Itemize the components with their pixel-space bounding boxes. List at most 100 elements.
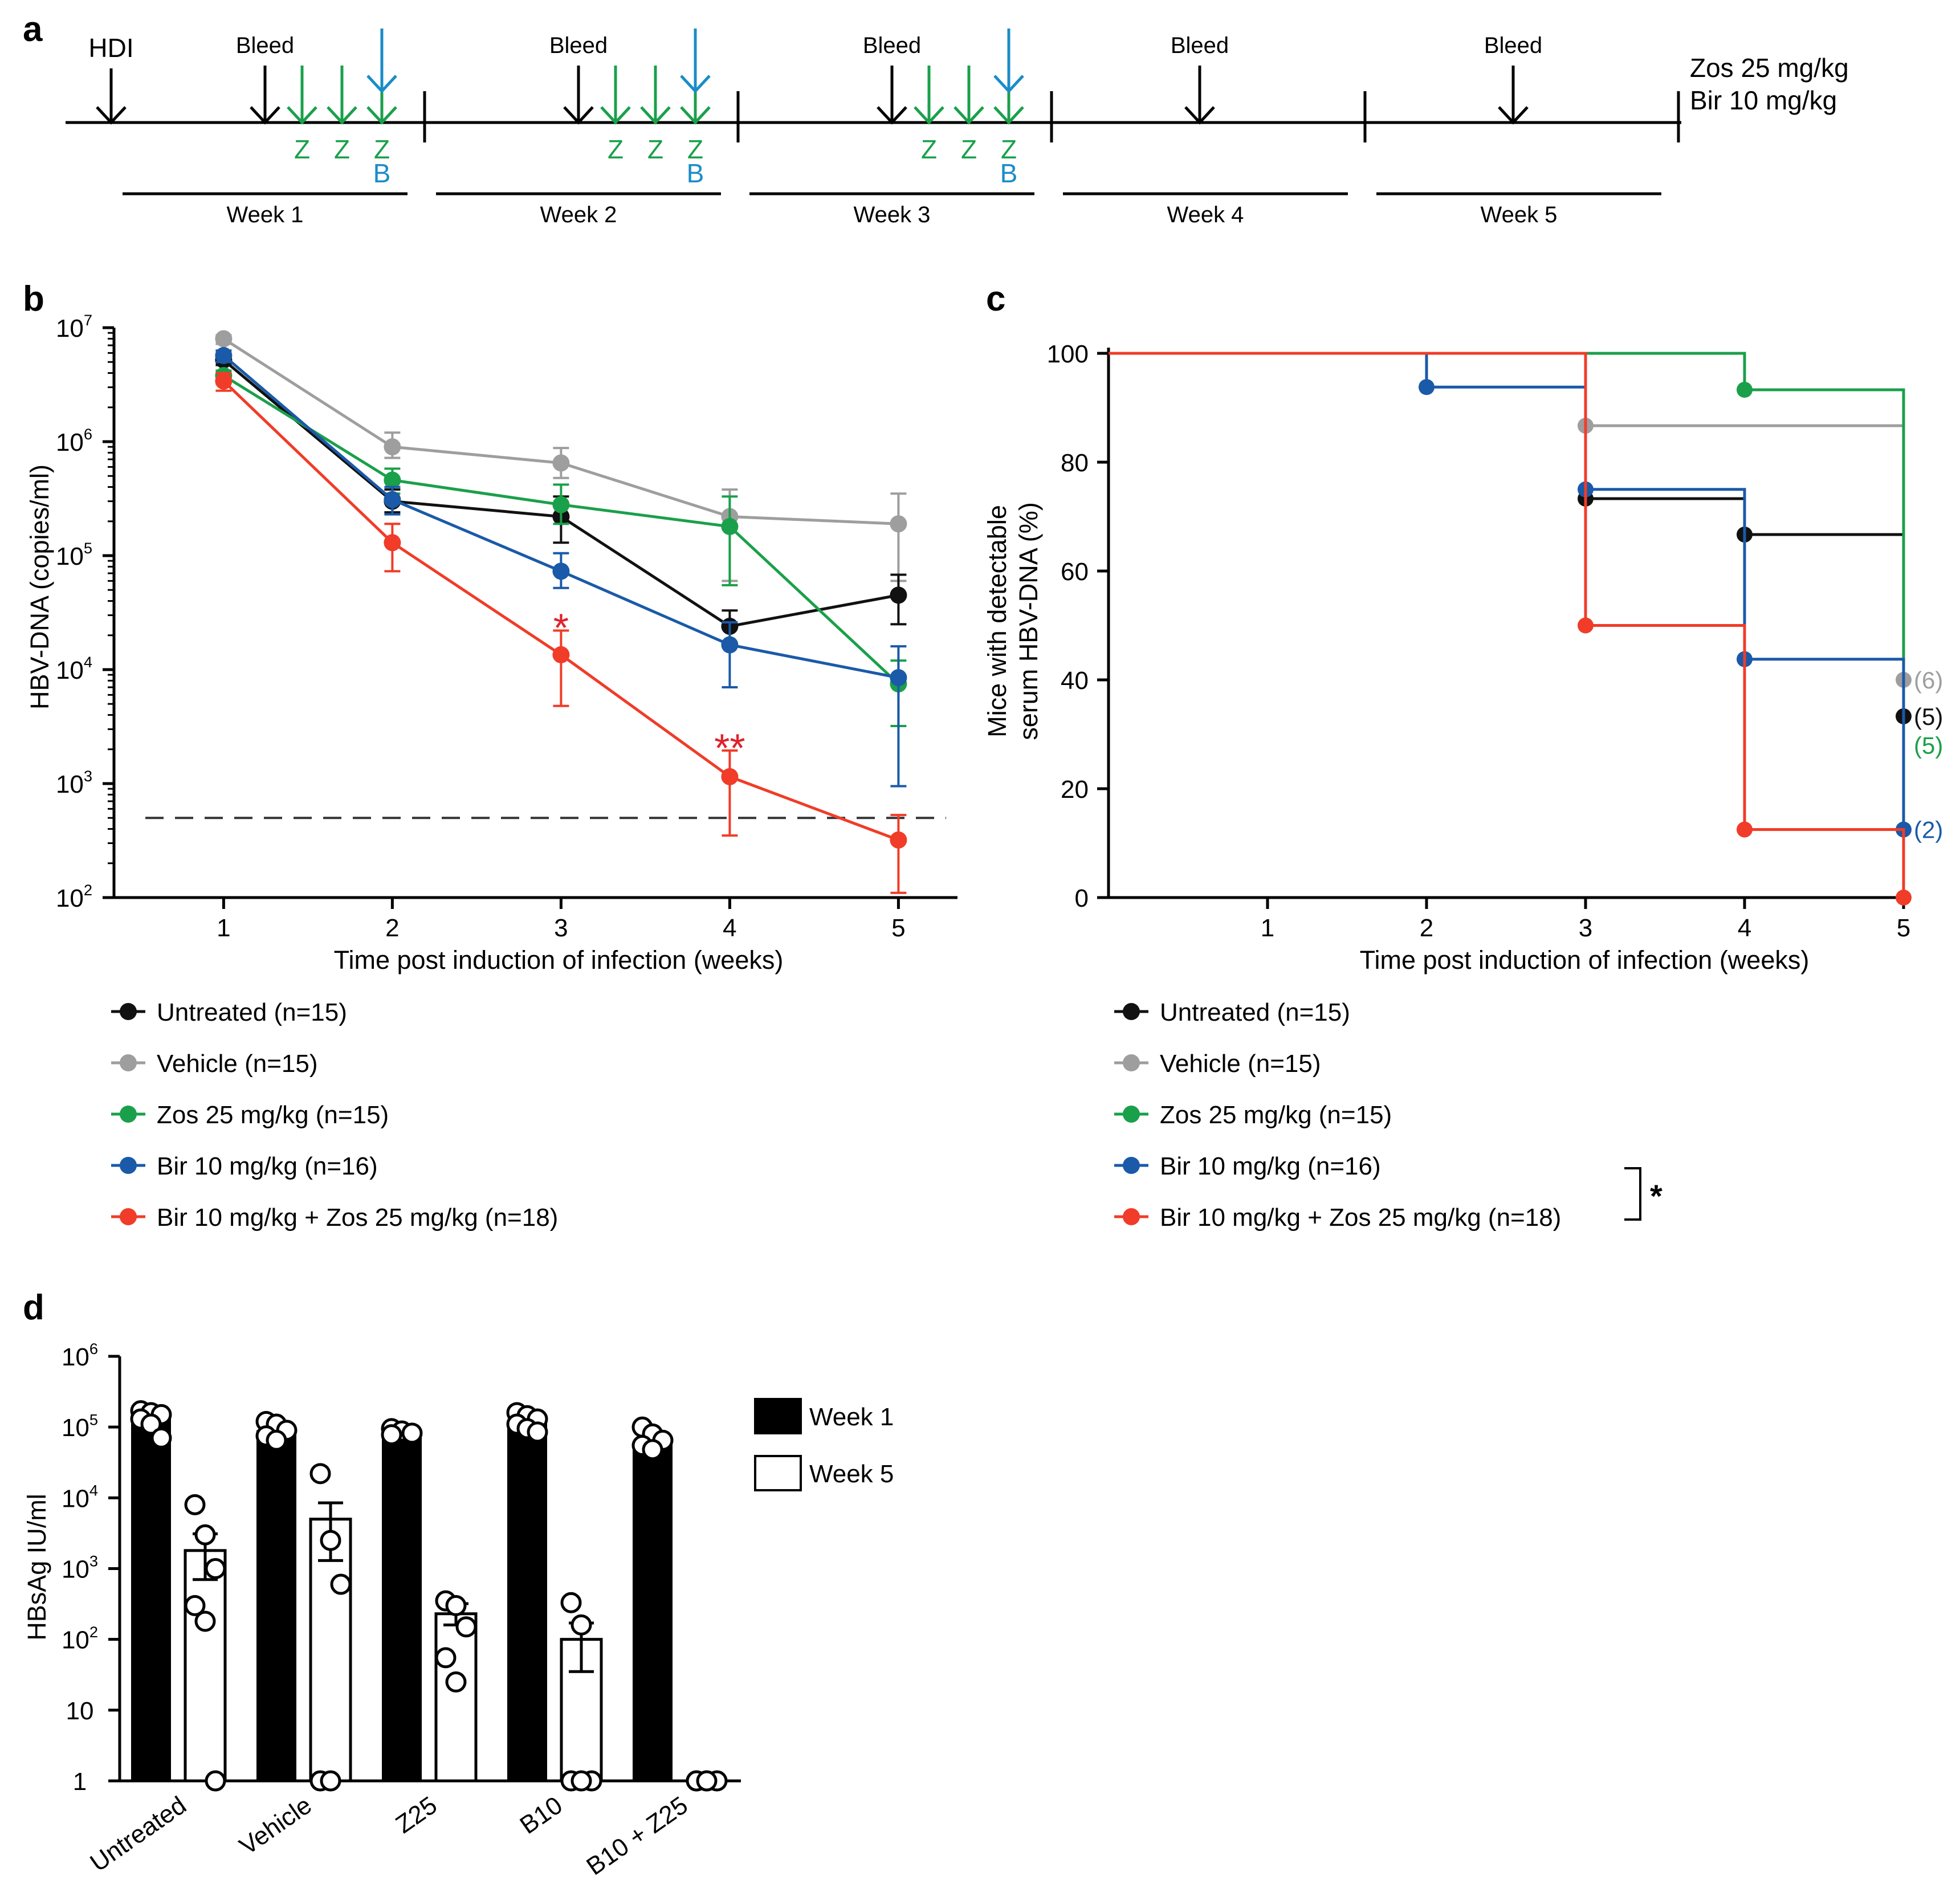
- data-point: [330, 1573, 352, 1595]
- data-point: [205, 1558, 226, 1579]
- data-point: [384, 438, 401, 456]
- b-dose-label: B: [687, 158, 704, 188]
- legend-c-significance: *: [1650, 1178, 1662, 1214]
- y-tick-label-exp: 2: [89, 1623, 98, 1641]
- bir-arrow: [366, 28, 397, 93]
- data-point: [266, 1429, 287, 1451]
- legend-item-vehicle: Vehicle (n=15): [1114, 1050, 1321, 1078]
- bleed-arrow: [1498, 66, 1529, 125]
- zos-arrow: [914, 66, 944, 125]
- error-bar: [722, 495, 738, 586]
- data-point: [215, 372, 233, 390]
- data-point: [184, 1494, 206, 1515]
- series-zos: [215, 367, 907, 727]
- bleed-arrow-head: [877, 106, 907, 125]
- y-tick-label: 10: [66, 1697, 94, 1725]
- bar-group-0: Untreated: [85, 1400, 227, 1877]
- data-point: [552, 454, 570, 472]
- y-tick-label: 103: [62, 1552, 98, 1584]
- chart-c-legend: Untreated (n=15) Vehicle (n=15) Zos 25 mg/…: [1114, 998, 1561, 1232]
- zos-arrow: [640, 66, 671, 125]
- x-tick-label: 3: [554, 914, 568, 942]
- y-tick-label: 106: [62, 1340, 98, 1371]
- y-tick-label: 105: [62, 1410, 98, 1442]
- legend-marker: [120, 1054, 137, 1071]
- bar-week5: [184, 1549, 227, 1783]
- step-line: [1109, 352, 1905, 898]
- zos-arrow-head: [287, 106, 317, 125]
- z-dose-label: Z: [647, 134, 663, 164]
- zos-arrow-head: [914, 106, 944, 125]
- y-tick-label: 0: [1075, 884, 1089, 912]
- chart-c-axes: 0 20 40 60 80 100 1 2 3 4 5: [1047, 340, 1911, 942]
- legend-label: Bir 10 mg/kg (n=16): [1160, 1152, 1381, 1180]
- y-tick-label-exp: 4: [89, 1482, 98, 1499]
- data-point: [215, 346, 233, 364]
- week-label: Week 3: [854, 202, 931, 227]
- chart-b-legend: Untreated (n=15) Vehicle (n=15) Zos 25 mg/…: [111, 998, 558, 1232]
- end-count-label: (2): [1914, 817, 1943, 843]
- y-tick-label: 102: [62, 1623, 98, 1654]
- data-point: [184, 1595, 206, 1616]
- y-tick-label: 104: [56, 653, 92, 684]
- bleed-label: Bleed: [236, 33, 294, 58]
- bar-week5: [434, 1612, 478, 1783]
- significance-marker: **: [714, 726, 745, 770]
- data-point: [215, 330, 233, 348]
- data-point: [890, 515, 907, 533]
- y-tick-label-base: 10: [66, 1697, 94, 1725]
- y-tick-label: 102: [56, 881, 92, 912]
- z-dose-label: Z: [334, 134, 350, 164]
- bar-week1: [131, 1417, 171, 1781]
- y-tick-label-exp: 7: [84, 311, 92, 329]
- series-combo: [215, 372, 907, 894]
- legend-item-combo: Bir 10 mg/kg + Zos 25 mg/kg (n=18): [111, 1204, 558, 1232]
- chart-b-series: ***: [215, 330, 907, 894]
- x-tick-label: 5: [891, 914, 905, 942]
- data-point: [381, 1424, 402, 1446]
- panel-c-survival-chart: c 0 20 40 60 80 100 1 2 3 4 5 (6) (5)(5) (2) Time po…: [983, 279, 1943, 1232]
- legend-item-week5: Week 5: [754, 1455, 894, 1491]
- data-point: [696, 1770, 718, 1792]
- data-point: [384, 534, 401, 552]
- z-dose-label: Z: [608, 134, 624, 164]
- bleed-arrow-head: [563, 106, 594, 125]
- series-vehicle: [1109, 352, 1912, 688]
- bleed-arrow: [563, 66, 594, 125]
- week-label: Week 2: [540, 202, 617, 227]
- bir-arrow-head: [993, 75, 1024, 93]
- legend-label: Vehicle (n=15): [1160, 1050, 1321, 1078]
- legend-label: Bir 10 mg/kg + Zos 25 mg/kg (n=18): [1160, 1204, 1561, 1232]
- legend-marker: [120, 1106, 137, 1123]
- y-tick-label: 107: [56, 311, 92, 342]
- data-point: [571, 1614, 592, 1636]
- data-point: [194, 1524, 216, 1546]
- data-point: [721, 768, 739, 785]
- data-point: [721, 517, 739, 535]
- bir-arrow: [993, 28, 1024, 93]
- data-point: [435, 1647, 457, 1669]
- data-point: [560, 1592, 582, 1613]
- zos-arrow-head: [366, 106, 397, 125]
- x-tick-label: 4: [723, 914, 736, 942]
- bleed-label: Bleed: [863, 33, 921, 58]
- z-dose-label: Z: [1001, 134, 1017, 164]
- event-marker: [1419, 379, 1435, 395]
- week-bars: Week 1 Week 2 Week 3 Week 4 Week 5: [123, 192, 1661, 227]
- x-tick-label: 5: [1897, 914, 1910, 942]
- panel-a-label: a: [23, 10, 43, 49]
- data-point: [721, 636, 739, 654]
- zos-arrow-head: [953, 106, 984, 125]
- data-point: [890, 831, 907, 849]
- y-tick-label-exp: 6: [84, 425, 92, 443]
- y-tick-label: 1: [73, 1768, 87, 1796]
- legend-marker: [120, 1003, 137, 1020]
- step-line: [1109, 352, 1905, 716]
- legend-item-untreated: Untreated (n=15): [111, 998, 347, 1026]
- data-point: [552, 496, 570, 513]
- category-label: B10: [515, 1791, 567, 1840]
- data-point: [890, 586, 907, 604]
- bar-week1: [633, 1442, 673, 1781]
- x-tick-label: 2: [385, 914, 399, 942]
